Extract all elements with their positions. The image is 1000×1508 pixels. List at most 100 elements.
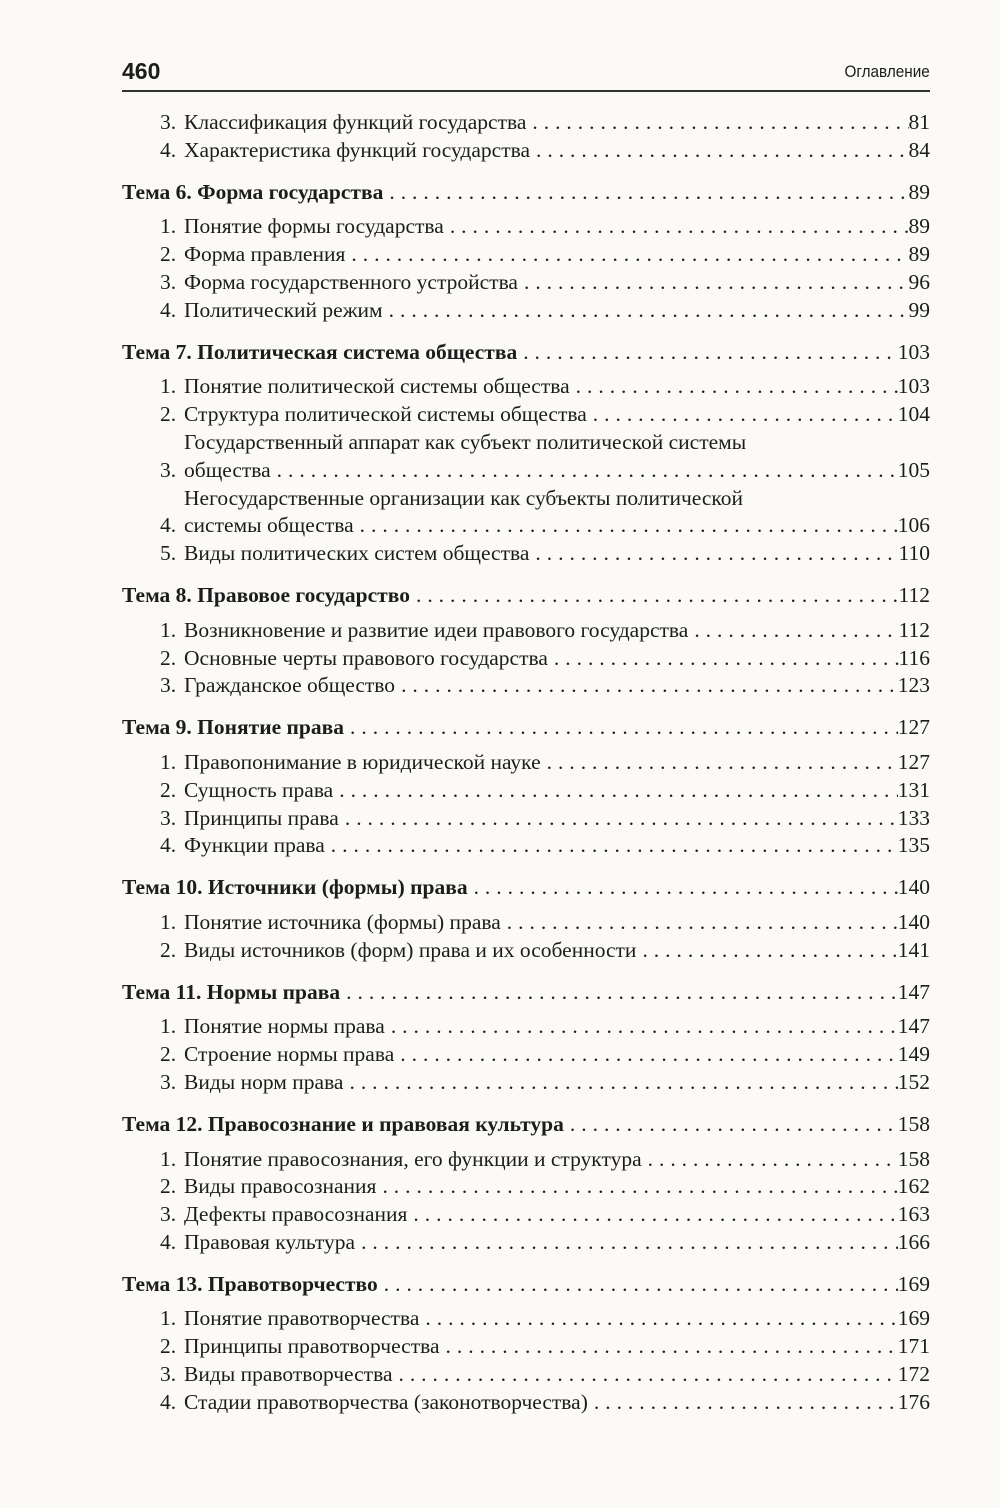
entry-title: Понятие источника (формы) права [184, 909, 501, 934]
running-header: 460 Оглавление [122, 56, 930, 92]
entry-number: 1. [160, 617, 177, 642]
entry-page-number: 127 [897, 749, 930, 774]
entry-title: Понятие нормы права [184, 1014, 385, 1039]
running-title: Оглавление [844, 62, 930, 81]
entry-number: 2. [160, 1174, 177, 1199]
toc-section-entry: 1. Возникновение и развитие идеи правовог… [122, 617, 930, 645]
entry-page-number: 89 [908, 242, 931, 267]
toc-section-entry: 5. Виды политических систем общества 110 [122, 540, 930, 568]
entry-page-number: 96 [908, 269, 931, 294]
entry-title: Тема 7. Политическая система общества [122, 339, 518, 364]
dot-leader [355, 1229, 898, 1257]
page-number: 460 [122, 58, 161, 84]
toc-section-entry: 3. Виды норм права 152 [122, 1069, 930, 1097]
entry-title: Структура политической системы общества [184, 402, 587, 427]
entry-title: Строение нормы права [184, 1042, 395, 1067]
dot-leader [468, 874, 898, 902]
entry-title: Форма правления [184, 242, 346, 267]
toc-section-entry: 1. Понятие нормы права 147 [122, 1013, 930, 1041]
dot-leader [587, 401, 898, 429]
dot-leader [642, 1146, 898, 1174]
toc-chapter-entry: Тема 9. Понятие права 127 [122, 714, 930, 742]
dot-leader [344, 714, 898, 742]
dot-leader [419, 1305, 897, 1333]
toc-section-entry: 1. Понятие политической системы общества 1… [122, 373, 930, 401]
dot-leader [394, 1041, 897, 1069]
dot-leader [325, 832, 898, 860]
entry-page-number: 141 [897, 937, 930, 962]
entry-title: Понятие политической системы общества [184, 374, 570, 399]
dot-leader [570, 373, 898, 401]
entry-number: 5. [160, 541, 177, 566]
dot-leader [530, 137, 909, 165]
dot-leader [271, 457, 898, 485]
entry-title: Тема 13. Правотворчество [122, 1271, 378, 1296]
dot-leader [385, 1013, 898, 1041]
entry-number: 2. [160, 937, 177, 962]
entry-page-number: 169 [897, 1271, 930, 1296]
entry-number: 2. [160, 645, 177, 670]
entry-title: Тема 8. Правовое государство [122, 582, 410, 607]
toc-section-entry: 4. Негосударственные организации как субъ… [122, 485, 930, 541]
entry-title: Характеристика функций государства [184, 137, 530, 162]
entry-page-number: 171 [897, 1334, 930, 1359]
entry-number: 1. [160, 749, 177, 774]
entry-title: Стадии правотворчества (законотворчества… [184, 1389, 588, 1414]
toc-chapter-entry: Тема 6. Форма государства 89 [122, 179, 930, 207]
dot-leader [526, 109, 908, 137]
dot-leader [343, 1069, 897, 1097]
entry-page-number: 158 [897, 1146, 930, 1171]
entry-number: 3. [160, 269, 177, 294]
entry-page-number: 135 [897, 833, 930, 858]
entry-title: Тема 10. Источники (формы) права [122, 875, 468, 900]
entry-page-number: 152 [897, 1069, 930, 1094]
toc-section-entry: 2. Принципы правотворчества 171 [122, 1333, 930, 1361]
entry-page-number: 103 [897, 339, 930, 364]
entry-title: Виды политических систем общества [184, 541, 530, 566]
toc-section-entry: 2. Форма правления 89 [122, 241, 930, 269]
entry-page-number: 169 [897, 1306, 930, 1331]
toc-section-entry: 4. Функции права 135 [122, 832, 930, 860]
table-of-contents: 3. Классификация функций государства 81 4. Х… [122, 109, 930, 1417]
toc-section-entry: 3. Государственный аппарат как субъект по… [122, 429, 930, 485]
toc-section-entry: 1. Понятие правотворчества 169 [122, 1305, 930, 1333]
toc-section-entry: 3. Дефекты правосознания 163 [122, 1201, 930, 1229]
dot-leader [588, 1389, 898, 1417]
dot-leader [636, 937, 897, 965]
dot-leader [392, 1361, 897, 1389]
entry-page-number: 112 [898, 582, 930, 607]
entry-page-number: 149 [897, 1042, 930, 1067]
entry-number: 2. [160, 1042, 177, 1067]
entry-title: Правовая культура [184, 1229, 356, 1254]
entry-title: системы общества [184, 513, 354, 538]
entry-title: Основные черты правового государства [184, 645, 548, 670]
entry-title: Функции права [184, 833, 325, 858]
entry-title: Сущность права [184, 777, 334, 802]
entry-title: Гражданское общество [184, 673, 396, 698]
entry-title: Возникновение и развитие идеи правового … [184, 617, 689, 642]
toc-section-entry: 1. Понятие формы государства 89 [122, 213, 930, 241]
toc-section-entry: 3. Принципы права 133 [122, 805, 930, 833]
entry-page-number: 166 [897, 1229, 930, 1254]
dot-leader [410, 582, 899, 610]
toc-section-entry: 1. Правопонимание в юридической науке 127 [122, 749, 930, 777]
entry-page-number: 162 [897, 1174, 930, 1199]
toc-section-entry: 2. Строение нормы права 149 [122, 1041, 930, 1069]
toc-section-entry: 3. Форма государственного устройства 96 [122, 269, 930, 297]
toc-section-entry: 4. Стадии правотворчества (законотворчест… [122, 1389, 930, 1417]
toc-chapter-entry: Тема 13. Правотворчество 169 [122, 1271, 930, 1299]
entry-page-number: 89 [908, 214, 931, 239]
entry-page-number: 163 [897, 1202, 930, 1227]
dot-leader [333, 777, 898, 805]
entry-title: Негосударственные организации как субъек… [184, 485, 744, 510]
entry-number: 2. [160, 777, 177, 802]
dot-leader [383, 297, 909, 325]
entry-number: 1. [160, 909, 177, 934]
entry-number: 3. [160, 673, 177, 698]
entry-title: Форма государственного устройства [184, 269, 518, 294]
entry-page-number: 112 [898, 617, 930, 642]
entry-number: 2. [160, 1334, 177, 1359]
toc-section-entry: 2. Структура политической системы обществ… [122, 401, 930, 429]
entry-number: 3. [160, 1362, 177, 1387]
entry-title: Тема 12. Правосознание и правовая культу… [122, 1111, 564, 1136]
